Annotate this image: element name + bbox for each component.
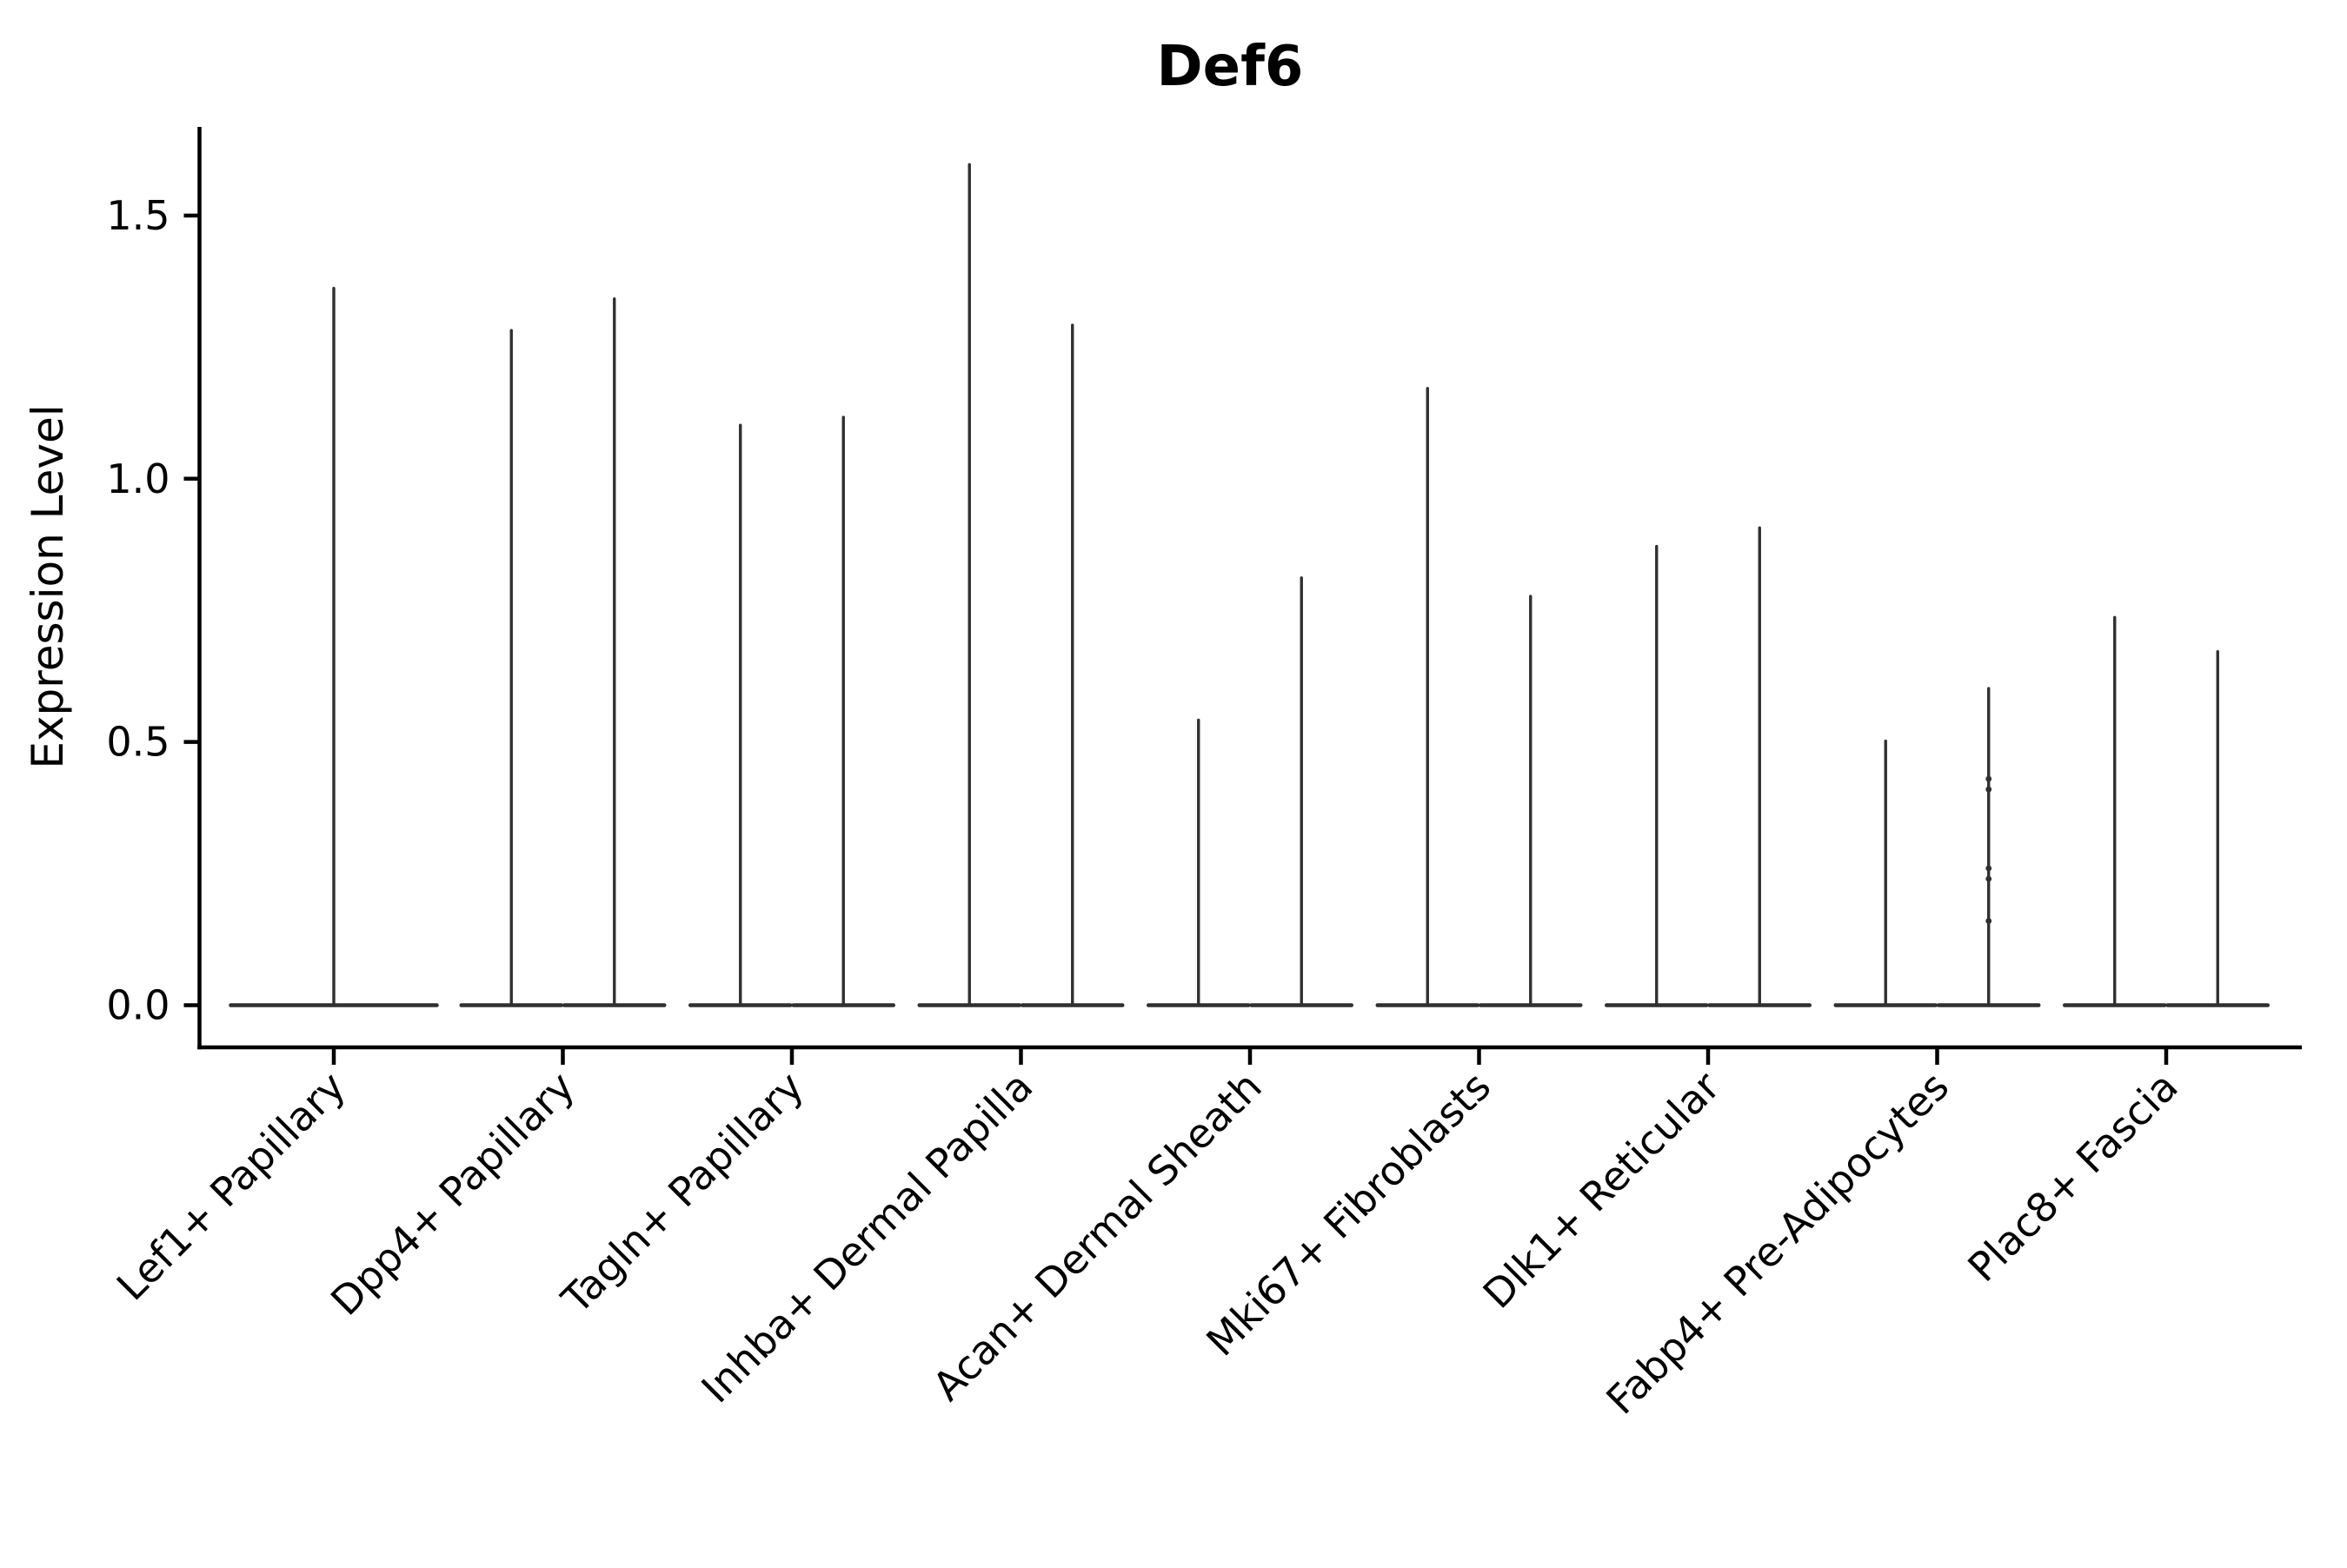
- y-tick-label: 1.5: [106, 192, 170, 239]
- chart-title: Def6: [1157, 35, 1304, 99]
- x-tick-label: Dpp4+ Papillary: [322, 1063, 583, 1325]
- x-tick-label: Dlk1+ Reticular: [1474, 1063, 1729, 1318]
- x-tick-label: Lef1+ Papillary: [108, 1063, 355, 1310]
- cell-point: [1985, 918, 1992, 924]
- axes-spines-layer: [197, 127, 2302, 1050]
- cell-point: [1985, 786, 1992, 793]
- y-tick-label: 0.0: [106, 982, 170, 1029]
- y-tick-label: 1.0: [106, 455, 170, 502]
- y-tick-label: 0.5: [106, 719, 170, 766]
- y-axis-label: Expression Level: [23, 404, 73, 768]
- cell-point: [1985, 875, 1992, 882]
- cell-point: [1985, 775, 1992, 782]
- y-axis-ticks-layer: 0.0 0.5 1.0 1.5: [106, 192, 200, 1029]
- violins-layer: [229, 163, 2270, 1007]
- cell-point: [1985, 865, 1992, 872]
- x-tick-label: Tagln+ Papillary: [552, 1063, 813, 1324]
- x-tick-label: Plac8+ Fascia: [1958, 1063, 2186, 1291]
